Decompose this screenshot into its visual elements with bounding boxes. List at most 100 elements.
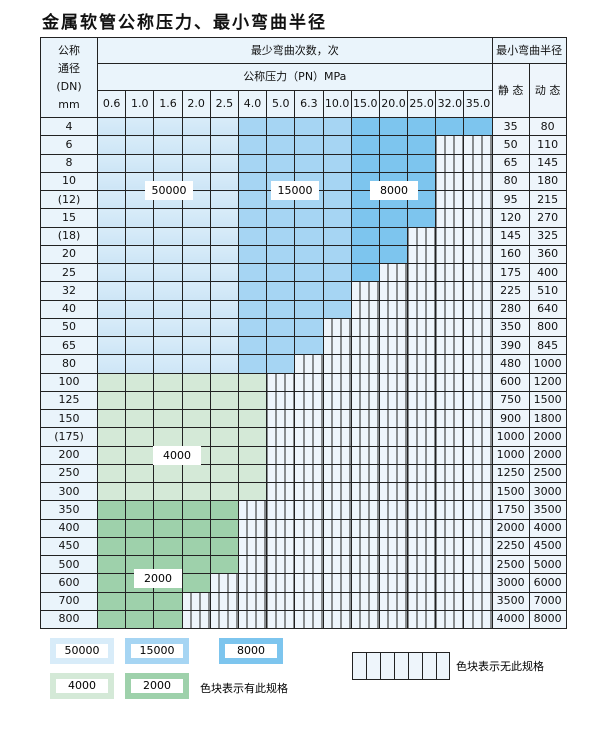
no-spec-cell [378,262,409,283]
spec-cell [266,317,296,338]
spec-cell [125,299,155,319]
static-radius-cell: 120 [491,208,530,228]
no-spec-cell [435,208,465,228]
no-spec-cell [350,500,380,520]
dn-cell: 100 [40,372,98,392]
dynamic-radius-cell: 180 [528,171,567,192]
spec-cell [125,335,155,356]
spec-cell [322,262,352,283]
spec-cell [378,116,409,137]
dn-cell: 20 [40,244,98,265]
spec-cell [209,208,239,228]
no-spec-cell [350,609,380,630]
table-row: 100 600 1200 [40,372,567,392]
dynamic-radius-cell: 4000 [528,518,567,538]
table-row: 125 750 1500 [40,390,567,411]
no-spec-cell [378,335,409,356]
no-spec-cell [463,226,493,246]
table-row: 32 225 510 [40,281,567,301]
no-spec-cell [463,244,493,265]
table-row: 150 900 1800 [40,408,567,429]
static-radius-cell: 480 [491,354,530,374]
dynamic-radius-cell: 80 [528,116,567,137]
no-spec-cell [407,518,437,538]
spec-cell [209,445,239,465]
spec-cell [125,427,155,447]
no-spec-cell [209,591,239,611]
static-radius-cell: 1000 [491,445,530,465]
no-spec-cell [350,554,380,575]
no-spec-cell [294,408,324,429]
no-spec-cell [463,573,493,593]
no-spec-cell [435,481,465,502]
spec-cell [322,244,352,265]
no-spec-cell [407,445,437,465]
no-spec-cell [435,299,465,319]
spec-cell [209,244,239,265]
spec-cell [294,226,324,246]
spec-cell [237,372,268,392]
no-spec-cell [378,354,409,374]
spec-cell [181,463,211,484]
no-spec-cell [407,335,437,356]
no-spec-cell [435,536,465,557]
static-radius-cell: 35 [491,116,530,137]
spec-cell [125,518,155,538]
spec-cell [266,281,296,301]
no-spec-cell [407,226,437,246]
static-radius-cell: 3500 [491,591,530,611]
spec-cell [96,135,127,155]
dynamic-radius-cell: 3000 [528,481,567,502]
no-spec-cell [266,536,296,557]
static-radius-cell: 1750 [491,500,530,520]
spec-cell [209,463,239,484]
table-row: 4 35 80 [40,116,567,137]
static-radius-cell: 350 [491,317,530,338]
spec-cell [96,189,127,210]
spec-cell [153,226,183,246]
no-spec-cell [209,573,239,593]
no-spec-cell [350,427,380,447]
spec-cell [181,554,211,575]
no-spec-cell [378,609,409,630]
no-spec-cell [378,390,409,411]
no-spec-cell [435,335,465,356]
no-spec-cell [322,372,352,392]
no-spec-cell [266,518,296,538]
spec-cell [181,226,211,246]
no-spec-cell [322,427,352,447]
no-spec-cell [407,481,437,502]
spec-cell [96,262,127,283]
no-spec-cell [266,408,296,429]
no-spec-cell [463,171,493,192]
spec-cell [266,299,296,319]
no-spec-cell [294,390,324,411]
pressure-col-header: 2.5 [209,90,239,118]
spec-cell [209,500,239,520]
spec-cell [322,135,352,155]
table-row: 15 120 270 [40,208,567,228]
no-spec-cell [378,317,409,338]
no-spec-cell [350,518,380,538]
spec-cell [153,244,183,265]
spec-cell [181,244,211,265]
label-4000: 4000 [153,446,201,465]
spec-cell [125,208,155,228]
spec-cell [181,153,211,173]
dynamic-header: 动 态 [528,63,567,118]
pressure-col-header: 6.3 [294,90,324,118]
static-radius-cell: 1000 [491,427,530,447]
no-spec-cell [435,390,465,411]
no-spec-cell [322,445,352,465]
no-spec-cell [378,299,409,319]
table-row: 65 390 845 [40,335,567,356]
spec-cell [153,536,183,557]
table-row: (18) 145 325 [40,226,567,246]
no-spec-cell [181,609,211,630]
spec-cell [294,116,324,137]
no-spec-cell [350,481,380,502]
spec-cell [266,116,296,137]
no-spec-cell [294,554,324,575]
no-spec-cell [266,573,296,593]
static-radius-cell: 900 [491,408,530,429]
